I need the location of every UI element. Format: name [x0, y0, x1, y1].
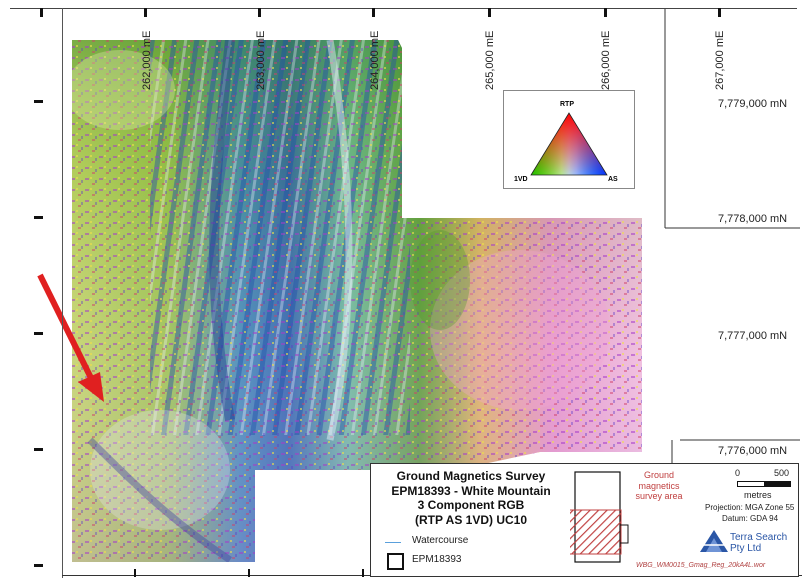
legend-title-line: EPM18393 - White Mountain — [391, 483, 551, 498]
ternary-label-top: RTP — [560, 101, 574, 108]
watercourse-symbol — [385, 542, 401, 543]
map-frame-top — [10, 8, 797, 9]
legend-title-line: (RTP AS 1VD) UC10 — [414, 512, 528, 527]
grid-tick — [144, 8, 147, 17]
easting-label: 264,000 mE — [369, 30, 381, 90]
company-name-line: Pty Ltd — [730, 543, 762, 554]
epm-boundary-symbol — [387, 553, 404, 570]
epm-label: EPM18393 — [412, 554, 462, 565]
grid-tick — [258, 8, 261, 17]
scale-label-max: 500 — [774, 468, 790, 478]
workspace-reference: WBG_WM0015_Gmag_Reg_20kA4L.wor — [636, 562, 766, 569]
northing-label: 7,779,000 mN — [718, 98, 788, 110]
grid-tick — [248, 569, 250, 577]
grid-tick — [488, 8, 491, 17]
easting-label: 263,000 mE — [255, 30, 267, 90]
datum-text: Datum: GDA 94 — [722, 514, 779, 523]
easting-label: 266,000 mE — [600, 30, 612, 90]
grid-tick — [40, 8, 43, 17]
grid-tick — [372, 8, 375, 17]
easting-label: 265,000 mE — [484, 30, 496, 90]
grid-tick — [34, 448, 43, 451]
grid-tick — [34, 564, 43, 567]
grid-tick — [34, 216, 43, 219]
northing-label: 7,776,000 mN — [718, 445, 788, 457]
company-logo-icon — [700, 530, 728, 552]
survey-area-label-line: magnetics — [638, 480, 680, 491]
ternary-triangle — [530, 112, 608, 176]
ternary-label-right: AS — [608, 176, 618, 183]
company-name-line: Terra Search — [730, 532, 788, 543]
ternary-label-left: 1VD — [514, 176, 528, 183]
grid-tick — [362, 569, 364, 577]
locator-map — [570, 471, 629, 563]
grid-tick — [134, 569, 136, 577]
company-name: Terra Search Pty Ltd — [730, 532, 787, 554]
northing-label: 7,777,000 mN — [718, 330, 788, 342]
legend-title-line: 3 Component RGB — [417, 498, 525, 512]
grid-tick — [604, 8, 607, 17]
map-frame-left — [62, 8, 63, 578]
projection-text: Projection: MGA Zone 55 — [705, 503, 795, 512]
ternary-color-legend: RTP 1VD AS — [503, 90, 635, 189]
grid-tick — [34, 332, 43, 335]
survey-area-label-line: survey area — [635, 491, 683, 501]
grid-tick — [718, 8, 721, 17]
scale-label-zero: 0 — [735, 468, 741, 478]
grid-tick — [34, 100, 43, 103]
legend-title-line: Ground Magnetics Survey — [396, 469, 546, 483]
easting-label: 267,000 mE — [714, 30, 726, 90]
northing-label: 7,778,000 mN — [718, 213, 788, 225]
scale-unit: metres — [744, 490, 772, 500]
legend-title: Ground Magnetics Survey EPM18393 - White… — [376, 469, 566, 527]
scale-bar — [737, 481, 791, 487]
watercourse-label: Watercourse — [412, 535, 469, 546]
easting-label: 262,000 mE — [141, 30, 153, 90]
annotation-arrow — [37, 273, 104, 402]
survey-area-label: Ground magnetics survey area — [630, 470, 688, 502]
survey-area-label-line: Ground — [643, 470, 675, 480]
